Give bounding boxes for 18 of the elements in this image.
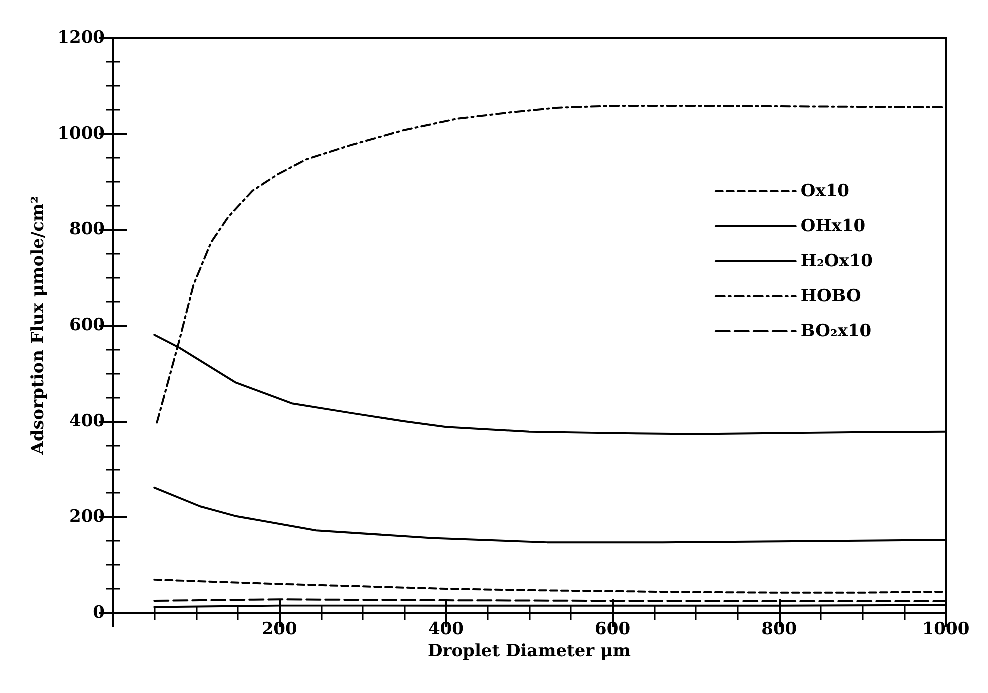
y-tick-label: 1200 (58, 28, 106, 48)
y-tick-label: 1000 (58, 124, 106, 144)
y-tick-label: 600 (70, 316, 106, 336)
legend-label: OHx10 (800, 216, 866, 236)
y-axis-title: Adsorption Flux μmole/cm² (28, 196, 48, 456)
legend-label: Ox10 (800, 182, 850, 202)
x-tick-label: 1000 (922, 620, 970, 640)
x-tick-label: 400 (428, 620, 464, 640)
y-tick-label: 800 (70, 220, 106, 240)
x-tick-label: 200 (262, 620, 298, 640)
x-axis-title: Droplet Diameter μm (428, 642, 631, 662)
legend-label: BO₂x10 (800, 322, 872, 342)
y-tick-label: 200 (70, 507, 106, 528)
legend-label: HOBO (800, 286, 862, 306)
y-tick-label: 400 (70, 411, 106, 432)
legend-label: H₂Ox10 (800, 252, 874, 272)
x-tick-label: 600 (595, 620, 631, 640)
x-tick-label: 800 (762, 620, 798, 640)
